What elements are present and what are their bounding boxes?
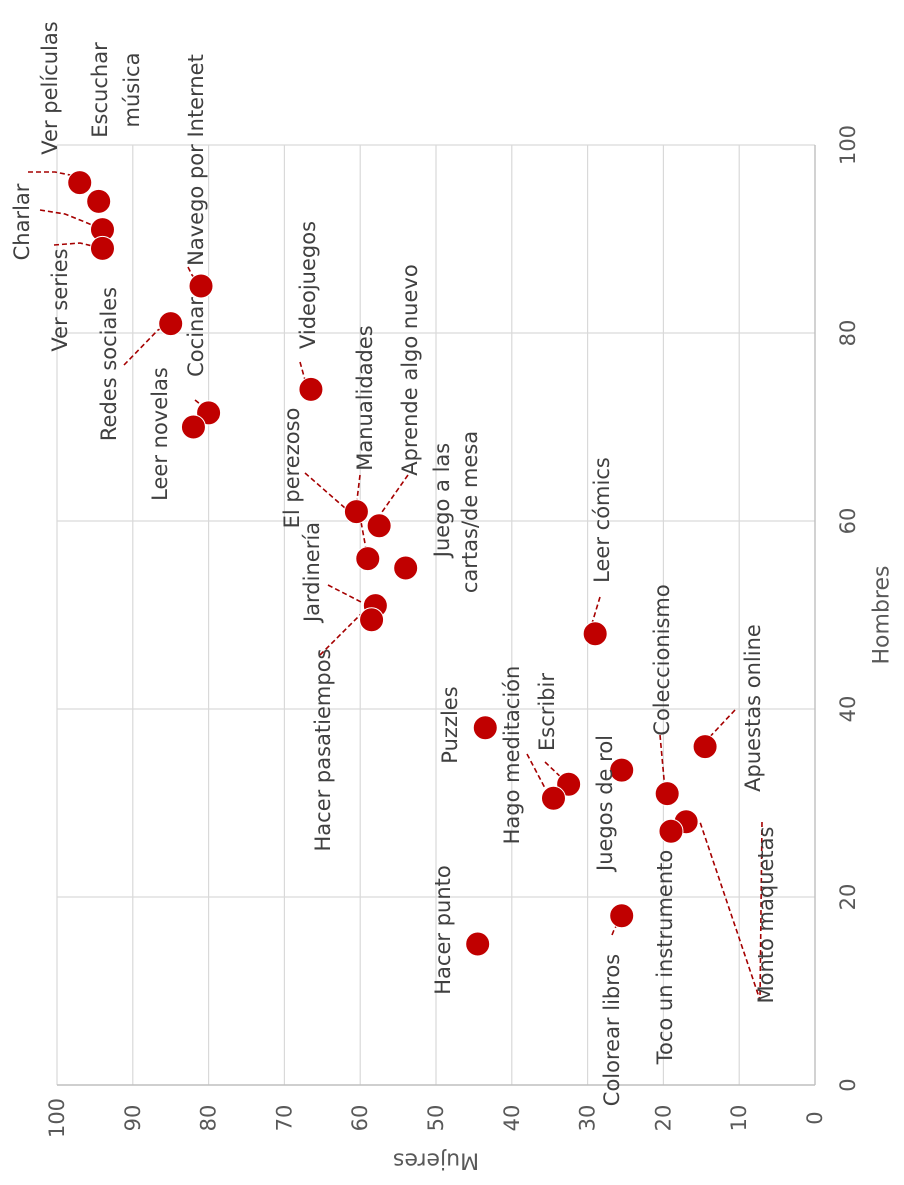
data-point <box>180 414 206 440</box>
data-point <box>86 188 112 214</box>
data-point <box>343 499 369 525</box>
y-tick-label: 100 <box>45 1098 69 1138</box>
y-tick-label: 50 <box>424 1105 448 1132</box>
leader-line <box>304 472 357 513</box>
point-label: Juegos de rol <box>593 735 617 873</box>
y-tick-label: 40 <box>500 1105 524 1132</box>
y-tick-label: 70 <box>272 1105 296 1132</box>
x-axis-title: Hombres <box>870 566 895 665</box>
y-axis-title: Mujeres <box>393 1148 479 1173</box>
x-tick-label: 60 <box>836 508 860 535</box>
point-label: Manualidades <box>353 325 377 471</box>
x-tick-label: 80 <box>836 320 860 347</box>
y-axis-ticks: 0 10 20 30 40 50 60 70 80 90 100 <box>45 1098 827 1138</box>
point-label: Escribir <box>535 673 559 751</box>
point-label: Escuchar <box>88 42 112 138</box>
point-label: Monto maquetas <box>754 827 778 1004</box>
axes <box>57 145 816 1086</box>
point-label: Apuestas online <box>741 624 765 792</box>
y-tick-label: 20 <box>651 1105 675 1132</box>
point-label: Charlar <box>10 183 34 260</box>
data-point <box>609 903 635 929</box>
data-point <box>654 781 680 807</box>
point-label: Videojuegos <box>296 221 320 349</box>
x-tick-label: 40 <box>836 696 860 723</box>
y-tick-label: 80 <box>197 1105 221 1132</box>
point-label: Aprende algo nuevo <box>398 264 422 475</box>
point-label: Jardinería <box>300 522 324 624</box>
x-axis-ticks: 0 20 40 60 80 100 <box>836 125 860 1092</box>
point-label: Redes sociales <box>97 287 121 441</box>
data-point <box>158 311 184 337</box>
x-tick-label: 100 <box>836 125 860 165</box>
point-label: Hacer pasatiempos <box>311 648 335 851</box>
data-point <box>658 818 684 844</box>
y-tick-label: 60 <box>348 1105 372 1132</box>
data-point <box>609 757 635 783</box>
point-label: Hacer punto <box>431 865 455 994</box>
point-label: cartas/de mesa <box>458 431 482 593</box>
data-point <box>393 555 419 581</box>
leader-line <box>686 821 763 1001</box>
point-label: Coleccionismo <box>650 584 674 735</box>
data-point <box>188 273 214 299</box>
point-label: El perezoso <box>280 408 304 529</box>
data-point <box>366 513 392 539</box>
point-label: Ver películas <box>38 21 62 154</box>
point-label: Hago meditación <box>500 666 524 845</box>
x-tick-label: 0 <box>836 1078 860 1091</box>
data-point <box>472 715 498 741</box>
point-labels: Ver películas Escuchar música Charlar Ver se… <box>10 21 778 1106</box>
data-points <box>67 170 718 957</box>
data-point <box>89 235 115 261</box>
y-tick-label: 30 <box>576 1105 600 1132</box>
point-label: Leer novelas <box>148 367 172 501</box>
point-label: Juego a las <box>430 443 454 559</box>
point-label: Navego por Internet <box>184 54 208 266</box>
y-tick-label: 0 <box>803 1111 827 1124</box>
point-label: Puzzles <box>438 686 462 763</box>
point-label: Cocinar <box>184 297 208 377</box>
data-point <box>692 734 718 760</box>
data-point <box>67 170 93 196</box>
point-label: Ver series <box>48 248 72 351</box>
y-tick-label: 10 <box>727 1105 751 1132</box>
data-point <box>465 931 491 957</box>
point-label: Leer cómics <box>590 457 614 583</box>
y-tick-label: 90 <box>121 1105 145 1132</box>
data-point <box>298 376 324 402</box>
point-label: Colorear libros <box>600 954 624 1106</box>
point-label: Toco un instrumento <box>653 850 677 1066</box>
data-point <box>540 785 566 811</box>
data-point <box>582 621 608 647</box>
data-point <box>359 607 385 633</box>
point-label: música <box>120 53 144 128</box>
data-point <box>355 546 381 572</box>
x-tick-label: 20 <box>836 884 860 911</box>
